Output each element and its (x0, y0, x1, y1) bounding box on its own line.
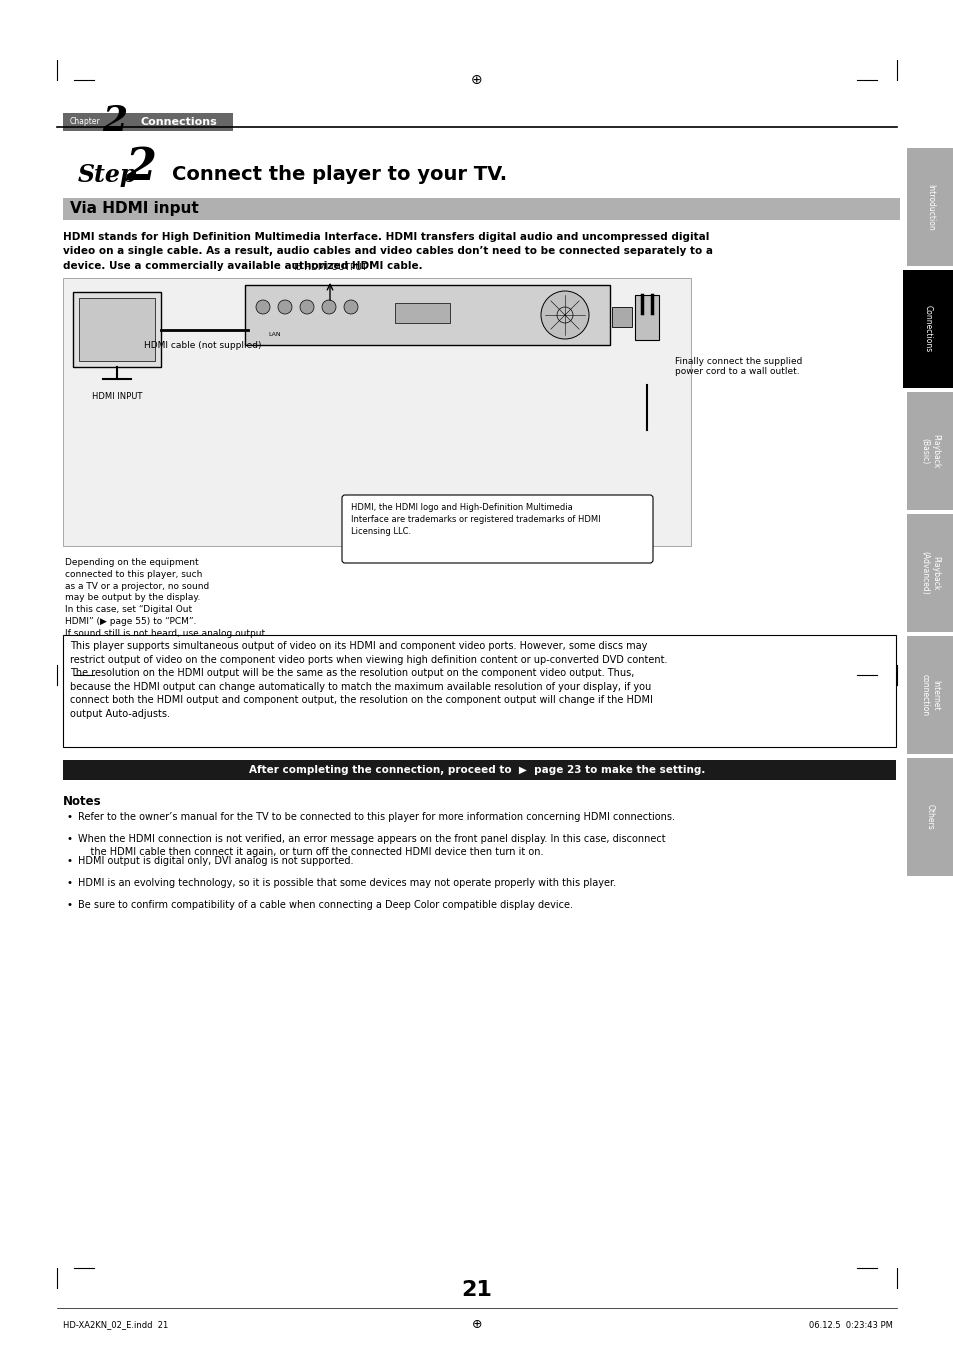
Bar (245, 285, 609, 345)
Circle shape (322, 300, 335, 313)
Bar (612, 307, 631, 327)
Text: HDMI, the HDMI logo and High-Definition Multimedia
Interface are trademarks or r: HDMI, the HDMI logo and High-Definition … (351, 503, 600, 536)
Text: •: • (67, 857, 73, 866)
FancyBboxPatch shape (341, 494, 652, 563)
Text: Others: Others (925, 804, 934, 830)
Text: •: • (67, 834, 73, 844)
Text: HDMI output is digital only, DVI analog is not supported.: HDMI output is digital only, DVI analog … (78, 857, 354, 866)
Text: HDMI cable (not supplied): HDMI cable (not supplied) (144, 340, 261, 350)
Circle shape (299, 300, 314, 313)
Bar (906, 392, 953, 509)
Bar (63, 635, 895, 747)
Bar (906, 636, 953, 754)
Text: •: • (67, 900, 73, 911)
Text: ⊕: ⊕ (471, 73, 482, 86)
Text: Connections: Connections (141, 118, 217, 127)
Text: Refer to the owner’s manual for the TV to be connected to this player for more i: Refer to the owner’s manual for the TV t… (78, 812, 675, 821)
Text: Be sure to confirm compatibility of a cable when connecting a Deep Color compati: Be sure to confirm compatibility of a ca… (78, 900, 573, 911)
Bar (635, 295, 659, 340)
Bar (906, 513, 953, 632)
Text: Chapter: Chapter (70, 118, 101, 127)
Text: •: • (67, 812, 73, 821)
Text: ⊕: ⊕ (471, 1319, 482, 1332)
Text: Via HDMI input: Via HDMI input (70, 201, 198, 216)
Bar (906, 758, 953, 875)
Text: 06.12.5  0:23:43 PM: 06.12.5 0:23:43 PM (808, 1320, 892, 1329)
Text: Playback
(Advanced): Playback (Advanced) (920, 551, 940, 594)
Circle shape (557, 307, 573, 323)
Text: Step: Step (78, 163, 137, 186)
Bar (79, 299, 154, 361)
Circle shape (255, 300, 270, 313)
Text: This player supports simultaneous output of video on its HDMI and component vide: This player supports simultaneous output… (70, 640, 667, 719)
Text: Introduction: Introduction (925, 184, 934, 231)
Text: Finally connect the supplied
power cord to a wall outlet.: Finally connect the supplied power cord … (675, 357, 801, 377)
Bar (906, 149, 953, 266)
Text: HD-XA2KN_02_E.indd  21: HD-XA2KN_02_E.indd 21 (63, 1320, 168, 1329)
Circle shape (277, 300, 292, 313)
Bar (395, 303, 450, 323)
Text: When the HDMI connection is not verified, an error message appears on the front : When the HDMI connection is not verified… (78, 834, 665, 857)
Text: After completing the connection, proceed to  ▶  page 23 to make the setting.: After completing the connection, proceed… (249, 765, 704, 775)
Text: Connect the player to your TV.: Connect the player to your TV. (172, 166, 507, 185)
Text: Notes: Notes (63, 794, 102, 808)
Bar (63, 199, 899, 220)
Bar (63, 761, 895, 780)
Bar (63, 278, 690, 546)
Text: To HDMI OUTPUT: To HDMI OUTPUT (292, 263, 367, 272)
Text: HDMI INPUT: HDMI INPUT (91, 392, 142, 401)
Text: 2: 2 (125, 146, 156, 189)
Text: HDMI is an evolving technology, so it is possible that some devices may not oper: HDMI is an evolving technology, so it is… (78, 878, 616, 888)
Text: Playback
(Basic): Playback (Basic) (920, 434, 940, 469)
Text: HDMI stands for High Definition Multimedia Interface. HDMI transfers digital aud: HDMI stands for High Definition Multimed… (63, 232, 712, 270)
Text: 2: 2 (102, 104, 128, 138)
Bar (63, 113, 233, 131)
Text: Connections: Connections (923, 305, 932, 353)
Bar (902, 270, 953, 388)
Text: •: • (67, 878, 73, 888)
Text: Depending on the equipment
connected to this player, such
as a TV or a projector: Depending on the equipment connected to … (65, 558, 268, 638)
Text: Internet
connection: Internet connection (920, 674, 940, 716)
Text: 21: 21 (461, 1279, 492, 1300)
Circle shape (344, 300, 357, 313)
Text: LAN: LAN (269, 332, 281, 338)
Circle shape (540, 290, 588, 339)
Bar (73, 292, 161, 367)
